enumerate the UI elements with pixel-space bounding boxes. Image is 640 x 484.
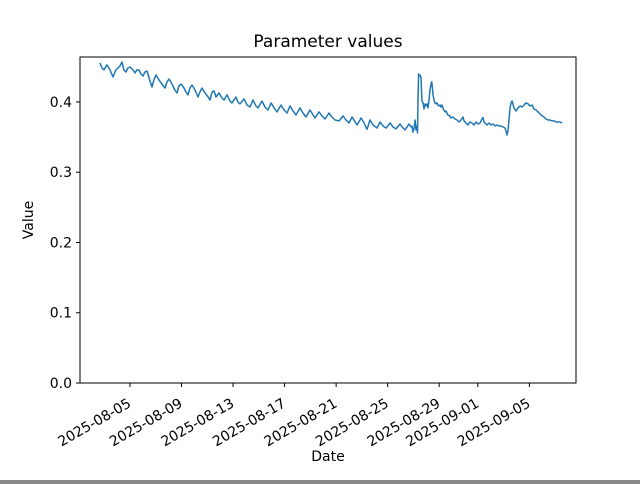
x-axis-ticks: 2025-08-052025-08-092025-08-132025-08-17… [56,383,533,450]
y-axis-label: Value [21,201,37,239]
y-tick-label: 0.3 [50,165,72,181]
x-axis-label: Date [311,449,344,465]
y-tick-label: 0.4 [50,95,72,111]
y-axis-ticks: 0.0 0.1 0.2 0.3 0.4 [50,95,80,392]
y-tick-label: 0.0 [50,376,72,392]
plot-spines [79,56,577,384]
y-tick-label: 0.2 [50,235,72,251]
series-line [99,61,563,136]
chart-title: Parameter values [253,32,402,52]
y-tick-label: 0.1 [50,306,72,322]
